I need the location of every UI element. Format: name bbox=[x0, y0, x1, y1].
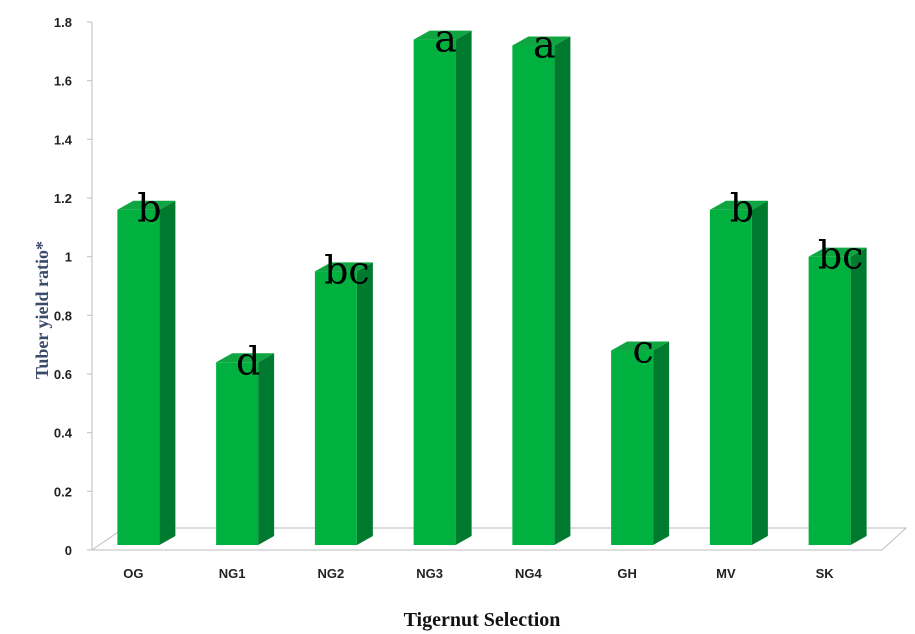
chart-floor bbox=[90, 527, 908, 551]
bar-letter: b bbox=[137, 187, 161, 231]
bar-front bbox=[512, 45, 555, 545]
y-tick-label: 1.2 bbox=[54, 191, 72, 206]
bar-front bbox=[611, 350, 654, 545]
x-tick-label: GH bbox=[617, 566, 637, 581]
bar-front bbox=[413, 39, 456, 545]
bars bbox=[117, 30, 867, 546]
chart-axes bbox=[90, 22, 908, 551]
y-tick-label: 0.2 bbox=[54, 484, 72, 499]
x-tick-label: MV bbox=[716, 566, 736, 581]
y-tick-label: 0.6 bbox=[54, 367, 72, 382]
bar-og bbox=[117, 200, 176, 545]
bar-top bbox=[216, 353, 275, 363]
bar-top bbox=[709, 200, 768, 210]
y-tick-label: 0.8 bbox=[54, 308, 72, 323]
x-tick-label: NG3 bbox=[416, 566, 443, 581]
bar-ng1 bbox=[216, 353, 275, 545]
bar-letter: d bbox=[236, 339, 260, 383]
bar-top bbox=[117, 200, 176, 210]
bar-gh bbox=[611, 341, 670, 545]
bar-mv bbox=[709, 200, 768, 545]
bar-front bbox=[314, 271, 357, 545]
y-tick-labels: 0 0.2 0.4 0.6 0.8 1 1.2 1.4 1.6 1.8 bbox=[54, 15, 92, 558]
y-tick-label: 0 bbox=[65, 543, 72, 558]
bar-top bbox=[611, 341, 670, 351]
bar-top bbox=[808, 247, 867, 257]
bar-side bbox=[850, 247, 867, 545]
bar-side bbox=[356, 262, 373, 545]
bar-side bbox=[751, 200, 768, 545]
bar-side bbox=[258, 353, 275, 545]
bar-letter: bc bbox=[324, 248, 370, 292]
bar-letter: a bbox=[434, 17, 457, 61]
bar-ng3 bbox=[413, 30, 472, 546]
bar-front bbox=[808, 256, 851, 545]
bar-front bbox=[117, 209, 160, 545]
x-tick-label: NG1 bbox=[219, 566, 246, 581]
x-tick-label: SK bbox=[816, 566, 835, 581]
bar-letter: c bbox=[632, 328, 653, 372]
y-tick-label: 1.4 bbox=[54, 132, 73, 147]
bar-top bbox=[512, 36, 571, 46]
bar-ng4 bbox=[512, 36, 571, 545]
x-tick-label: OG bbox=[123, 566, 143, 581]
x-axis-label: Tigernut Selection bbox=[404, 609, 561, 631]
bar-side bbox=[455, 30, 472, 546]
bar-letter: bc bbox=[818, 234, 864, 278]
bar-side bbox=[554, 36, 571, 545]
y-tick-label: 1.8 bbox=[54, 15, 72, 30]
bar-sk bbox=[808, 247, 867, 545]
bar-letter: b bbox=[730, 187, 754, 231]
x-tick-label: NG4 bbox=[515, 566, 543, 581]
bar-front bbox=[216, 362, 259, 545]
significance-letters: b d bc a a c b bc bbox=[137, 17, 863, 384]
x-tick-labels: OG NG1 NG2 NG3 NG4 GH MV SK bbox=[123, 566, 834, 581]
bar-side bbox=[159, 200, 176, 545]
y-tick-label: 1 bbox=[65, 250, 72, 265]
bar-ng2 bbox=[314, 262, 373, 545]
bar-front bbox=[709, 209, 752, 545]
y-tick-label: 0.4 bbox=[54, 426, 73, 441]
x-tick-label: NG2 bbox=[318, 566, 345, 581]
y-tick-label: 1.6 bbox=[54, 74, 72, 89]
y-axis-label: Tuber yield ratio* bbox=[32, 241, 52, 379]
bar-top bbox=[314, 262, 373, 272]
bar-top bbox=[413, 30, 472, 40]
bar-letter: a bbox=[533, 22, 556, 66]
bar-side bbox=[653, 341, 670, 545]
